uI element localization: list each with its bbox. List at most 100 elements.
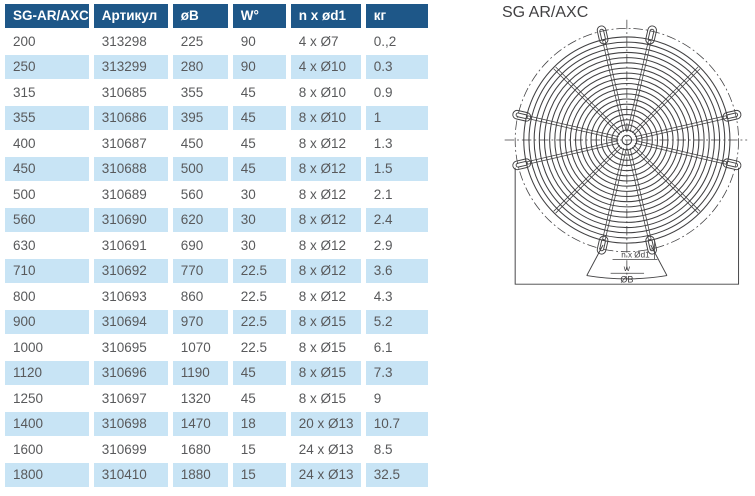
table-cell: 2.1 [365, 182, 428, 206]
table-cell: 1800 [5, 463, 89, 487]
table-cell: 800 [5, 284, 89, 308]
table-cell: 8 x Ø15 [290, 361, 361, 385]
table-row: 1400 310698 1470 18 20 x Ø13 10.7 [5, 412, 428, 436]
table-cell: 310693 [93, 284, 168, 308]
table-row: 250 313299 280 90 4 x Ø10 0.3 [5, 55, 428, 79]
table-row: 200 313298 225 90 4 x Ø7 0.,2 [5, 29, 428, 53]
table-cell: 4 x Ø7 [290, 29, 361, 53]
table-cell: 900 [5, 310, 89, 334]
table-cell: 30 [232, 208, 286, 232]
column-header-2: øB [172, 4, 228, 28]
table-cell: 630 [5, 233, 89, 257]
table-cell: 310688 [93, 157, 168, 181]
spec-table: SG-AR/AXC Артикул øB W° n x ød1 кг 200 313298 2… [0, 2, 433, 489]
table-cell: 1470 [172, 412, 228, 436]
table-cell: 620 [172, 208, 228, 232]
table-cell: 310694 [93, 310, 168, 334]
table-cell: 310698 [93, 412, 168, 436]
column-header-1: Артикул [93, 4, 168, 28]
table-cell: 560 [5, 208, 89, 232]
table-cell: 45 [232, 361, 286, 385]
table-cell: 313299 [93, 55, 168, 79]
drawing-label-width: w [623, 263, 631, 273]
table-cell: 8 x Ø12 [290, 157, 361, 181]
table-cell: 310685 [93, 80, 168, 104]
table-cell: 860 [172, 284, 228, 308]
table-cell: 15 [232, 437, 286, 461]
table-cell: 1680 [172, 437, 228, 461]
table-cell: 8 x Ø10 [290, 106, 361, 130]
table-cell: 500 [5, 182, 89, 206]
table-cell: 15 [232, 463, 286, 487]
table-cell: 90 [232, 55, 286, 79]
table-row: 1120 310696 1190 45 8 x Ø15 7.3 [5, 361, 428, 385]
table-cell: 0.9 [365, 80, 428, 104]
table-cell: 400 [5, 131, 89, 155]
table-cell: 8 x Ø12 [290, 182, 361, 206]
table-cell: 1120 [5, 361, 89, 385]
spec-table-body: 200 313298 225 90 4 x Ø7 0.,2 250 313299 280 90 4 … [5, 29, 428, 487]
table-cell: 970 [172, 310, 228, 334]
table-cell: 3.6 [365, 259, 428, 283]
table-cell: 690 [172, 233, 228, 257]
column-header-3: W° [232, 4, 286, 28]
table-row: 400 310687 450 45 8 x Ø12 1.3 [5, 131, 428, 155]
table-cell: 30 [232, 182, 286, 206]
table-cell: 310692 [93, 259, 168, 283]
table-cell: 1.5 [365, 157, 428, 181]
table-cell: 310687 [93, 131, 168, 155]
table-cell: 500 [172, 157, 228, 181]
table-cell: 10.7 [365, 412, 428, 436]
table-cell: 1070 [172, 335, 228, 359]
table-row: 560 310690 620 30 8 x Ø12 2.4 [5, 208, 428, 232]
drawing-label-outer-diameter: ØB [620, 274, 633, 284]
table-row: 1600 310699 1680 15 24 x Ø13 8.5 [5, 437, 428, 461]
table-row: 1250 310697 1320 45 8 x Ø15 9 [5, 386, 428, 410]
table-cell: 310696 [93, 361, 168, 385]
table-cell: 225 [172, 29, 228, 53]
column-header-0: SG-AR/AXC [5, 4, 89, 28]
table-cell: 24 x Ø13 [290, 463, 361, 487]
table-cell: 8 x Ø12 [290, 259, 361, 283]
table-cell: 1400 [5, 412, 89, 436]
table-cell: 8 x Ø15 [290, 386, 361, 410]
table-cell: 310699 [93, 437, 168, 461]
table-cell: 310686 [93, 106, 168, 130]
table-cell: 9 [365, 386, 428, 410]
table-cell: 8 x Ø12 [290, 233, 361, 257]
column-header-4: n x ød1 [290, 4, 361, 28]
table-row: 800 310693 860 22.5 8 x Ø12 4.3 [5, 284, 428, 308]
table-cell: 45 [232, 157, 286, 181]
table-cell: 355 [5, 106, 89, 130]
table-cell: 45 [232, 386, 286, 410]
table-cell: 770 [172, 259, 228, 283]
table-cell: 2.4 [365, 208, 428, 232]
table-cell: 310689 [93, 182, 168, 206]
table-cell: 45 [232, 131, 286, 155]
table-cell: 8 x Ø12 [290, 208, 361, 232]
table-cell: 1320 [172, 386, 228, 410]
drawing-title: SG AR/AXC [502, 4, 589, 21]
table-cell: 1.3 [365, 131, 428, 155]
table-cell: 32.5 [365, 463, 428, 487]
table-cell: 1600 [5, 437, 89, 461]
table-cell: 250 [5, 55, 89, 79]
table-cell: 310691 [93, 233, 168, 257]
table-cell: 313298 [93, 29, 168, 53]
table-cell: 1250 [5, 386, 89, 410]
table-cell: 8.5 [365, 437, 428, 461]
table-cell: 8 x Ø12 [290, 284, 361, 308]
table-cell: 22.5 [232, 259, 286, 283]
table-row: 1000 310695 1070 22.5 8 x Ø15 6.1 [5, 335, 428, 359]
table-cell: 30 [232, 233, 286, 257]
table-cell: 310410 [93, 463, 168, 487]
table-cell: 395 [172, 106, 228, 130]
table-row: 900 310694 970 22.5 8 x Ø15 5.2 [5, 310, 428, 334]
table-cell: 8 x Ø15 [290, 310, 361, 334]
table-cell: 200 [5, 29, 89, 53]
table-cell: 4 x Ø10 [290, 55, 361, 79]
table-header-row: SG-AR/AXC Артикул øB W° n x ød1 кг [5, 4, 428, 28]
table-row: 450 310688 500 45 8 x Ø12 1.5 [5, 157, 428, 181]
table-cell: 310690 [93, 208, 168, 232]
